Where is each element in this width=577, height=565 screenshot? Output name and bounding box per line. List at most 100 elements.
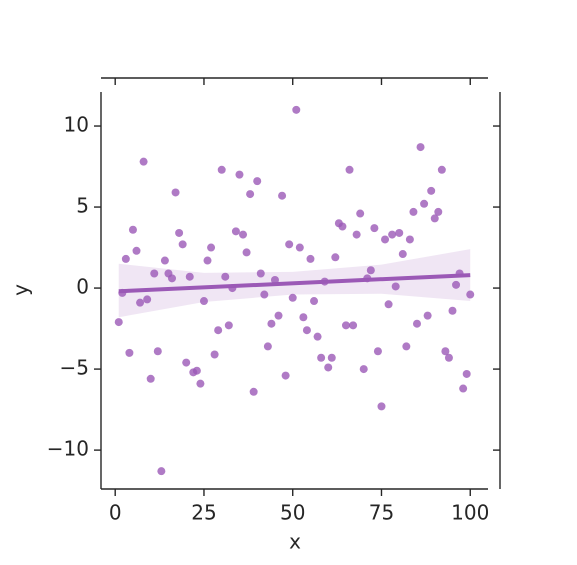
point — [196, 379, 205, 388]
point — [402, 342, 411, 351]
point — [175, 228, 184, 237]
point — [310, 297, 319, 306]
point — [168, 274, 177, 283]
point — [349, 321, 358, 330]
point — [260, 290, 269, 299]
point — [182, 358, 191, 367]
point — [377, 402, 386, 411]
point — [444, 353, 453, 362]
point — [302, 326, 311, 335]
point — [114, 318, 123, 327]
point — [121, 254, 130, 263]
point — [366, 266, 375, 275]
y-tick-label: −10 — [47, 437, 89, 461]
point — [345, 165, 354, 174]
point — [207, 243, 216, 252]
point — [246, 190, 255, 199]
point — [263, 342, 272, 351]
point — [256, 269, 265, 278]
point — [373, 347, 382, 356]
point — [125, 348, 134, 357]
point — [143, 295, 152, 304]
y-axis-label: y — [9, 284, 33, 296]
point — [448, 306, 457, 315]
point — [288, 293, 297, 302]
point — [338, 222, 347, 231]
point — [313, 332, 322, 341]
point — [178, 240, 187, 249]
point — [217, 165, 226, 174]
point — [292, 105, 301, 114]
point — [199, 297, 208, 306]
point — [391, 282, 400, 291]
y-tick-label: 10 — [64, 113, 89, 137]
point — [459, 384, 468, 393]
point — [341, 321, 350, 330]
point — [192, 366, 201, 375]
point — [253, 177, 262, 186]
point — [370, 224, 379, 233]
point — [384, 300, 393, 309]
point — [324, 363, 333, 372]
point — [405, 235, 414, 244]
point — [146, 374, 155, 383]
point — [231, 227, 240, 236]
x-axis-label: x — [289, 530, 301, 554]
point — [388, 230, 397, 239]
point — [295, 243, 304, 252]
point — [239, 230, 248, 239]
y-tick-label: −5 — [60, 356, 89, 380]
point — [430, 214, 439, 223]
point — [171, 188, 180, 197]
point — [452, 280, 461, 289]
point — [317, 353, 326, 362]
point — [437, 165, 446, 174]
point — [299, 313, 308, 322]
point — [416, 143, 425, 152]
point — [327, 353, 336, 362]
point — [185, 272, 194, 281]
point — [359, 365, 368, 374]
point — [412, 319, 421, 328]
point — [160, 256, 169, 265]
regression-line — [118, 273, 471, 294]
x-tick-label: 50 — [280, 501, 305, 525]
point — [434, 207, 443, 216]
x-tick-label: 0 — [109, 501, 122, 525]
x-tick-label: 75 — [369, 501, 394, 525]
point — [381, 235, 390, 244]
point — [281, 371, 290, 380]
point — [128, 225, 137, 234]
point — [136, 298, 145, 307]
y-tick-label: 0 — [76, 275, 89, 299]
point — [274, 311, 283, 320]
point — [395, 228, 404, 237]
x-tick-label: 25 — [191, 501, 216, 525]
point — [270, 275, 279, 284]
point — [398, 250, 407, 259]
point — [466, 290, 475, 299]
y-tick-label: 5 — [76, 194, 89, 218]
point — [139, 157, 148, 166]
point — [157, 467, 166, 476]
point — [285, 240, 294, 249]
point — [423, 311, 432, 320]
point — [441, 347, 450, 356]
point — [331, 253, 340, 262]
point — [214, 326, 223, 335]
point — [210, 350, 219, 359]
point — [462, 369, 471, 378]
point — [409, 207, 418, 216]
point — [420, 199, 429, 208]
point — [352, 230, 361, 239]
point — [153, 347, 162, 356]
point — [356, 209, 365, 218]
point — [306, 254, 315, 263]
point — [203, 256, 212, 265]
point — [242, 248, 251, 257]
point — [267, 319, 276, 328]
point — [221, 272, 230, 281]
point — [224, 321, 233, 330]
point — [235, 170, 244, 179]
